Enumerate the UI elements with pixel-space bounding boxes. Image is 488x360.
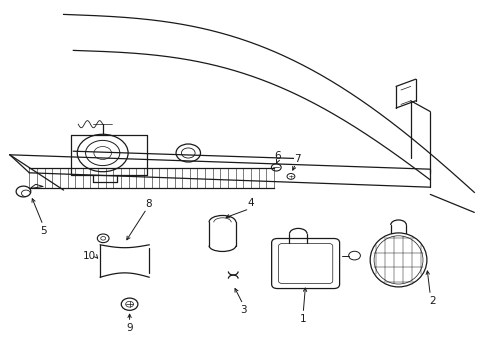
Text: 1: 1 [299,314,306,324]
Text: 3: 3 [239,305,246,315]
Text: 10: 10 [83,251,96,261]
Text: 4: 4 [247,198,254,208]
Text: 8: 8 [144,199,151,209]
Text: 7: 7 [293,154,300,164]
Text: 5: 5 [40,226,46,236]
Text: 9: 9 [126,323,133,333]
Text: 6: 6 [274,150,281,161]
Text: 2: 2 [428,296,435,306]
